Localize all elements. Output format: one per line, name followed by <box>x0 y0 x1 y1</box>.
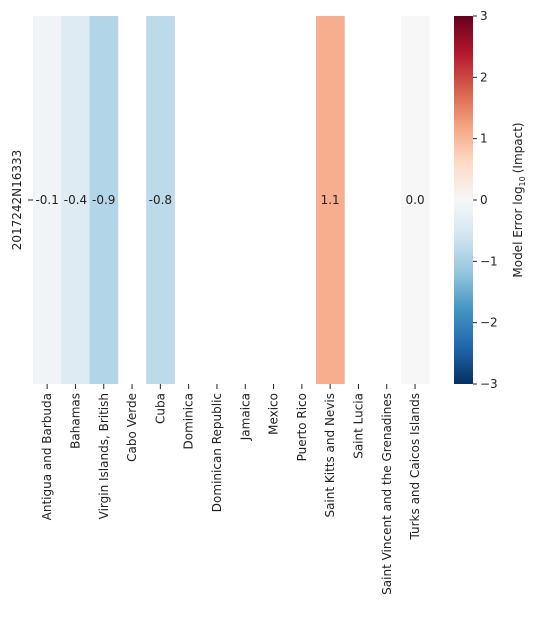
x-tick-label: Saint Kitts and Nevis <box>323 393 337 518</box>
heatmap-cell <box>146 16 175 384</box>
heatmap-cell <box>89 16 119 384</box>
y-tick-label: 2017242N16333 <box>10 150 24 251</box>
x-tick-label: Saint Lucia <box>351 393 365 459</box>
x-tick-label: Bahamas <box>68 393 82 449</box>
colorbar-label-tail: (Impact) <box>511 122 525 173</box>
colorbar-ticks: 3 2 1 0 −1 −2 −3 <box>473 9 498 391</box>
colorbar-label: Model Error log10 (Impact) <box>511 122 527 277</box>
colorbar-tick-label: −2 <box>480 316 498 330</box>
x-tick-label: Mexico <box>267 393 281 435</box>
heatmap-cell <box>33 16 62 384</box>
cell-label: -0.9 <box>92 193 115 207</box>
cell-label: -0.4 <box>64 193 87 207</box>
x-axis-ticks: Antigua and Barbuda Bahamas Virgin Islands… <box>40 384 422 595</box>
heatmap-cell-labels: -0.1 -0.4 -0.9 -0.8 1.1 0.0 <box>35 193 424 207</box>
colorbar-tick-label: −3 <box>480 377 498 391</box>
colorbar-tick-label: 3 <box>480 9 488 23</box>
cell-label: 0.0 <box>406 193 425 207</box>
x-tick-label: Saint Vincent and the Grenadines <box>380 393 394 595</box>
heatmap-cell <box>400 16 430 384</box>
colorbar-label-main: Model Error log <box>511 186 525 277</box>
x-tick-label: Cabo Verde <box>125 393 139 462</box>
cell-label: 1.1 <box>321 193 340 207</box>
x-tick-label: Cuba <box>153 393 167 424</box>
x-tick-label: Turks and Caicos Islands <box>408 393 422 540</box>
colorbar-tick-label: −1 <box>480 254 498 268</box>
heatmap-cell <box>61 16 90 384</box>
x-tick-label: Puerto Rico <box>295 393 309 461</box>
colorbar-tick-label: 0 <box>480 193 488 207</box>
x-tick-label: Jamaica <box>238 393 252 441</box>
colorbar-label-sub: 10 <box>518 176 527 186</box>
colorbar-tick-label: 2 <box>480 70 488 84</box>
colorbar-tick-label: 1 <box>480 132 488 146</box>
heatmap-cells <box>33 16 430 384</box>
x-tick-label: Antigua and Barbuda <box>40 393 54 520</box>
colorbar-gradient <box>454 16 473 384</box>
cell-label: -0.1 <box>35 193 58 207</box>
x-tick-label: Dominica <box>182 393 196 450</box>
cell-label: -0.8 <box>149 193 172 207</box>
x-tick-label: Dominican Republic <box>210 393 224 512</box>
x-tick-label: Virgin Islands, British <box>97 393 111 519</box>
y-axis-ticks: 2017242N16333 <box>10 150 33 251</box>
heatmap-cell <box>316 16 345 384</box>
